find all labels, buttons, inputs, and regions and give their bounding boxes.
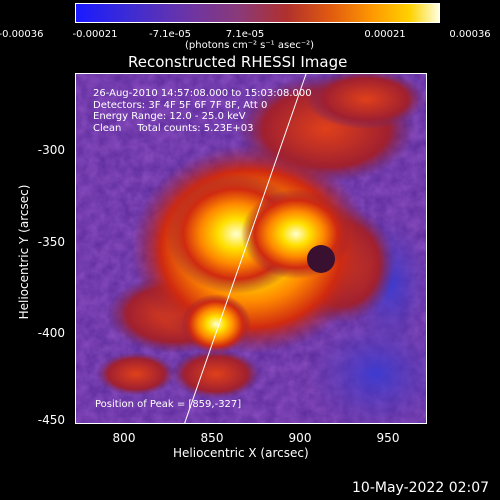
rhessi-image-render	[76, 74, 426, 423]
y-tick: -450	[37, 413, 65, 427]
y-axis-label: Heliocentric Y (arcsec)	[17, 184, 31, 320]
colorbar-units: (photons cm⁻² s⁻¹ asec⁻²)	[185, 40, 315, 51]
render-date: 10-May-2022 02:07	[352, 480, 490, 496]
colorbar-tick: 0.00021	[364, 29, 406, 40]
rhessi-image: 26-Aug-2010 14:57:08.000 to 15:03:08.000…	[75, 73, 427, 424]
observation-info: 26-Aug-2010 14:57:08.000 to 15:03:08.000…	[93, 88, 312, 134]
colorbar-tick: 7.1e-05	[225, 29, 265, 40]
y-tick: -350	[37, 235, 65, 249]
energy-range: Energy Range: 12.0 - 25.0 keV	[93, 111, 246, 122]
colorbar-tick: 0.00036	[449, 29, 491, 40]
x-tick: 850	[200, 431, 224, 445]
time-range: 26-Aug-2010 14:57:08.000 to 15:03:08.000	[93, 88, 312, 99]
x-tick: 950	[376, 431, 400, 445]
detectors: Detectors: 3F 4F 5F 6F 7F 8F, Att 0	[93, 99, 268, 111]
colorbar-tick: -0.00021	[72, 29, 118, 40]
x-axis-label: Heliocentric X (arcsec)	[173, 446, 309, 460]
clean-counts: Clean Total counts: 5.23E+03	[93, 122, 254, 134]
x-tick: 900	[288, 431, 312, 445]
colorbar-tick: -0.00036	[0, 29, 44, 40]
x-tick: 800	[112, 431, 136, 445]
y-tick: -300	[37, 143, 65, 157]
colorbar-tick: -7.1e-05	[149, 29, 191, 40]
plot-title: Reconstructed RHESSI Image	[128, 53, 348, 71]
colorbar	[75, 3, 440, 23]
peak-position: Position of Peak = [859,-327]	[95, 399, 242, 410]
y-tick: -400	[37, 326, 65, 340]
